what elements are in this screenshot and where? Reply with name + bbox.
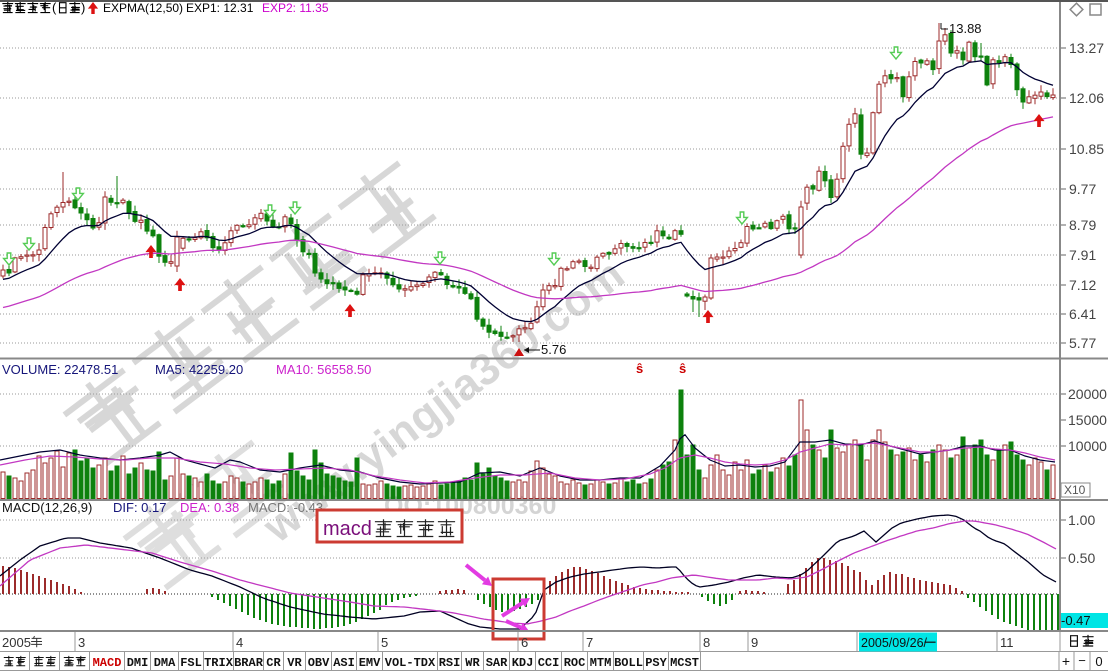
svg-text:0.50: 0.50 — [1068, 550, 1095, 566]
svg-text:ŝ: ŝ — [636, 361, 643, 376]
svg-text:6: 6 — [521, 635, 528, 650]
svg-text:BRAR: BRAR — [234, 656, 264, 670]
svg-text:MACD: MACD — [93, 656, 122, 670]
svg-text:EXP2: 11.35: EXP2: 11.35 — [262, 1, 329, 15]
svg-text:4: 4 — [236, 635, 243, 650]
svg-text:9: 9 — [751, 635, 758, 650]
svg-text:FSL: FSL — [180, 656, 202, 670]
svg-text:7.91: 7.91 — [1069, 247, 1096, 263]
svg-text:3: 3 — [78, 635, 85, 650]
svg-text:KDJ: KDJ — [512, 656, 534, 670]
svg-text:DEA: 0.38: DEA: 0.38 — [180, 500, 239, 515]
svg-text:SAR: SAR — [486, 656, 508, 670]
svg-text:ŝ: ŝ — [679, 361, 686, 376]
svg-text:DIF: 0.17: DIF: 0.17 — [113, 500, 166, 515]
svg-text:+: + — [1062, 653, 1070, 669]
svg-text:ASI: ASI — [333, 656, 355, 670]
svg-text:11: 11 — [1000, 635, 1014, 650]
svg-text:EMV: EMV — [359, 656, 381, 670]
svg-text:MTM: MTM — [590, 656, 612, 670]
svg-text:10000: 10000 — [1068, 438, 1107, 454]
svg-text:2005: 2005 — [2, 635, 31, 650]
svg-text:15000: 15000 — [1068, 412, 1107, 428]
svg-text:macd: macd — [323, 518, 372, 540]
svg-text:CCI: CCI — [538, 656, 560, 670]
svg-text:0: 0 — [1095, 654, 1102, 669]
svg-text:8: 8 — [703, 635, 710, 650]
svg-text:8.79: 8.79 — [1069, 217, 1096, 233]
svg-text:VOLUME: 22478.51: VOLUME: 22478.51 — [2, 362, 118, 377]
svg-text:CR: CR — [266, 656, 281, 670]
svg-text:5.76: 5.76 — [541, 342, 566, 357]
svg-text:9.77: 9.77 — [1069, 181, 1096, 197]
svg-text:MA5: 42259.20: MA5: 42259.20 — [155, 362, 243, 377]
svg-text:10.85: 10.85 — [1069, 141, 1104, 157]
svg-text:BOLL: BOLL — [614, 656, 643, 670]
svg-text:(: ( — [52, 0, 57, 15]
svg-text:2005/09/26/: 2005/09/26/ — [861, 636, 928, 650]
svg-text:-0.47: -0.47 — [1061, 613, 1091, 628]
svg-text:VR: VR — [287, 656, 302, 670]
svg-text:6.41: 6.41 — [1069, 306, 1096, 322]
svg-text:EXPMA(12,50): EXPMA(12,50) — [103, 1, 183, 15]
svg-text:20000: 20000 — [1068, 386, 1107, 402]
svg-text:TRIX: TRIX — [204, 656, 234, 670]
svg-text:MCST: MCST — [670, 656, 699, 670]
svg-text:DMI: DMI — [127, 656, 149, 670]
svg-text:ROC: ROC — [564, 656, 586, 670]
svg-text:5.77: 5.77 — [1069, 335, 1096, 351]
svg-text:13.88: 13.88 — [949, 21, 982, 36]
svg-text:MACD: -0.43: MACD: -0.43 — [248, 500, 323, 515]
svg-text:7: 7 — [586, 635, 593, 650]
svg-text:MA10: 56558.50: MA10: 56558.50 — [276, 362, 371, 377]
svg-text:5: 5 — [381, 635, 388, 650]
svg-text:1.00: 1.00 — [1068, 512, 1095, 528]
svg-text:MACD(12,26,9): MACD(12,26,9) — [2, 500, 92, 515]
svg-text:WR: WR — [465, 656, 480, 670]
svg-text:DMA: DMA — [154, 656, 176, 670]
svg-text:EXP1: 12.31: EXP1: 12.31 — [186, 1, 254, 15]
svg-text:12.06: 12.06 — [1069, 90, 1104, 106]
svg-text:VOL-TDX: VOL-TDX — [385, 656, 436, 670]
svg-text:X10: X10 — [1064, 483, 1086, 497]
svg-text:OBV: OBV — [308, 656, 330, 670]
svg-text:13.27: 13.27 — [1069, 40, 1104, 56]
svg-text:PSY: PSY — [645, 656, 667, 670]
svg-text:−: − — [1078, 653, 1086, 668]
svg-text:RSI: RSI — [439, 656, 461, 670]
svg-text:7.12: 7.12 — [1069, 277, 1096, 293]
svg-text:): ) — [81, 0, 85, 15]
